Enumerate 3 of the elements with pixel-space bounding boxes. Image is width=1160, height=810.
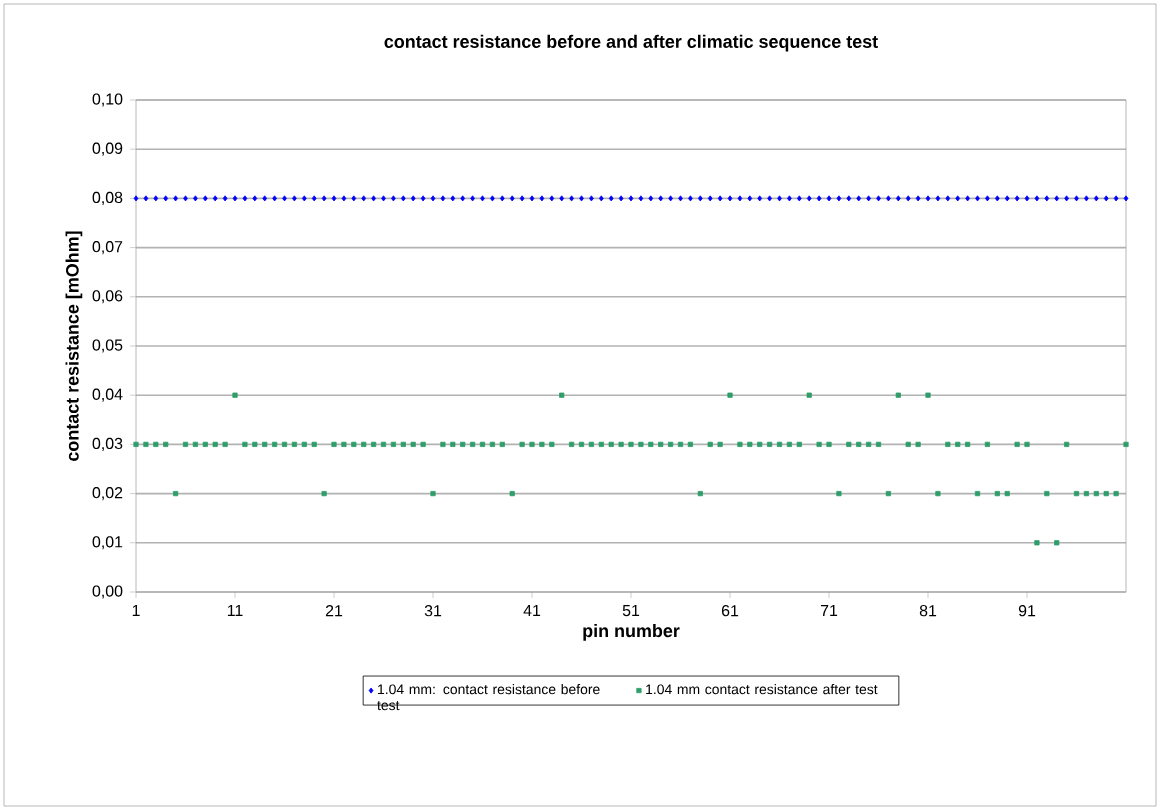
chart-title: contact resistance before and after climatic sequence test [384,34,878,52]
y-axis-title: contact resistance [mOhm] [65,231,83,461]
x-axis-title: pin number [583,624,680,641]
